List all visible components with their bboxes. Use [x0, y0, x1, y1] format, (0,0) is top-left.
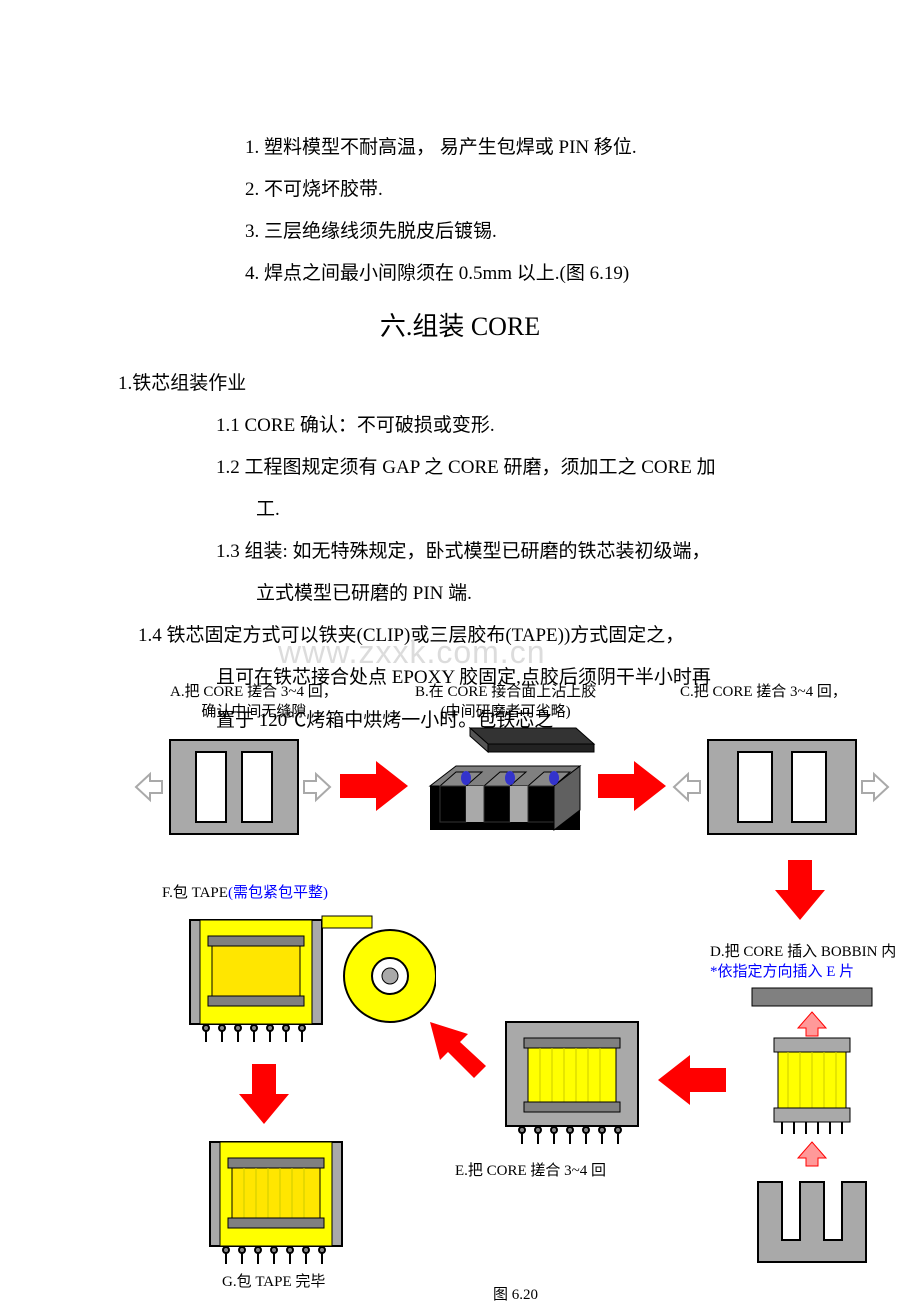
- caption-f-line1: F.包 TAPE: [162, 885, 228, 901]
- panel-e-assembled: [492, 1012, 652, 1165]
- caption-a: A.把 CORE 搓合 3~4 回， 确认中间无缝隙: [170, 682, 338, 723]
- list-item-1: 1. 塑料模型不耐高温， 易产生包焊或 PIN 移位.: [245, 130, 820, 166]
- item-1-3: 1.3 组装: 如无特殊规定，卧式模型已研磨的铁芯装初级端，: [216, 534, 820, 570]
- caption-f: F.包 TAPE(需包紧包平整): [162, 883, 328, 903]
- list-item-2: 2. 不可烧坏胶带.: [245, 172, 820, 208]
- caption-a-line2: 确认中间无缝隙: [201, 704, 306, 720]
- item-1-2: 1.2 工程图规定须有 GAP 之 CORE 研磨，须加工之 CORE 加: [216, 450, 820, 486]
- panel-b-core: [410, 722, 600, 875]
- arrow-d-to-e: [658, 1050, 728, 1123]
- caption-b: B.在 CORE 接合面上沾上胶 (中间研磨者可省略): [415, 682, 596, 723]
- caption-d-line2: *依指定方向插入 E 片: [710, 964, 854, 980]
- caption-d: D.把 CORE 插入 BOBBIN 内 *依指定方向插入 E 片: [710, 942, 896, 983]
- arrow-c-to-d: [770, 860, 830, 935]
- list-item-4: 4. 焊点之间最小间隙须在 0.5mm 以上.(图 6.19): [245, 256, 820, 292]
- panel-a-core: [128, 732, 338, 855]
- caption-d-line1: D.把 CORE 插入 BOBBIN 内: [710, 944, 896, 960]
- item-1-4: 1.4 铁芯固定方式可以铁夹(CLIP)或三层胶布(TAPE))方式固定之，: [138, 618, 820, 654]
- caption-b-line1: B.在 CORE 接合面上沾上胶: [415, 684, 596, 700]
- caption-c: C.把 CORE 搓合 3~4 回，: [680, 682, 847, 702]
- caption-f-line1b: (需包紧包平整): [228, 885, 328, 901]
- heading-1: 1.铁芯组装作业: [118, 366, 820, 402]
- list-item-3: 3. 三层绝缘线须先脱皮后镀锡.: [245, 214, 820, 250]
- caption-b-line2: (中间研磨者可省略): [441, 704, 571, 720]
- caption-c-line1: C.把 CORE 搓合 3~4 回，: [680, 684, 847, 700]
- arrow-a-to-b: [340, 756, 410, 829]
- item-1-2b: 工.: [256, 492, 820, 528]
- figure-label: 图 6.20: [493, 1285, 538, 1305]
- figure-label-text: 图 6.20: [493, 1287, 538, 1303]
- panel-g-finished: [196, 1128, 356, 1291]
- caption-e-line1: E.把 CORE 搓合 3~4 回: [455, 1163, 606, 1179]
- item-1-3b: 立式模型已研磨的 PIN 端.: [256, 576, 820, 612]
- assembly-diagram: A.把 CORE 搓合 3~4 回， 确认中间无缝隙 B.在 CORE 接合面上…: [0, 676, 920, 1296]
- panel-f-taping: [176, 906, 436, 1069]
- item-1-1: 1.1 CORE 确认：不可破损或变形.: [216, 408, 820, 444]
- panel-d-bobbin: [742, 982, 882, 1285]
- panel-c-core: [666, 732, 896, 855]
- arrow-b-to-c: [598, 756, 668, 829]
- caption-a-line1: A.把 CORE 搓合 3~4 回，: [170, 684, 338, 700]
- section-title: 六.组装 CORE: [100, 302, 820, 351]
